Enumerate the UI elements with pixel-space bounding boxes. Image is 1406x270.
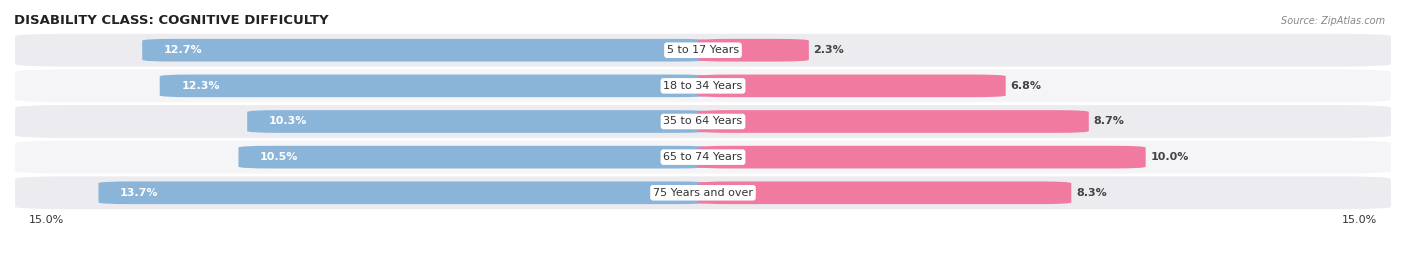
FancyBboxPatch shape [697,146,1146,168]
FancyBboxPatch shape [14,104,1392,139]
FancyBboxPatch shape [98,181,709,204]
FancyBboxPatch shape [247,110,709,133]
Text: 65 to 74 Years: 65 to 74 Years [664,152,742,162]
FancyBboxPatch shape [697,181,1071,204]
FancyBboxPatch shape [697,39,808,62]
Text: DISABILITY CLASS: COGNITIVE DIFFICULTY: DISABILITY CLASS: COGNITIVE DIFFICULTY [14,14,329,27]
Text: 8.3%: 8.3% [1076,188,1107,198]
FancyBboxPatch shape [160,75,709,97]
FancyBboxPatch shape [697,75,1005,97]
Text: 12.3%: 12.3% [181,81,219,91]
Text: 75 Years and over: 75 Years and over [652,188,754,198]
Text: 13.7%: 13.7% [120,188,159,198]
FancyBboxPatch shape [239,146,709,168]
FancyBboxPatch shape [14,68,1392,103]
Text: 18 to 34 Years: 18 to 34 Years [664,81,742,91]
Text: 2.3%: 2.3% [814,45,844,55]
FancyBboxPatch shape [14,140,1392,175]
FancyBboxPatch shape [142,39,709,62]
FancyBboxPatch shape [697,110,1088,133]
Text: 35 to 64 Years: 35 to 64 Years [664,116,742,127]
Text: 10.5%: 10.5% [260,152,298,162]
FancyBboxPatch shape [14,33,1392,68]
Text: 12.7%: 12.7% [165,45,202,55]
Text: 6.8%: 6.8% [1011,81,1042,91]
Text: 10.0%: 10.0% [1150,152,1188,162]
FancyBboxPatch shape [14,175,1392,210]
Text: 10.3%: 10.3% [269,116,308,127]
Text: Source: ZipAtlas.com: Source: ZipAtlas.com [1281,16,1385,26]
Text: 5 to 17 Years: 5 to 17 Years [666,45,740,55]
Text: 8.7%: 8.7% [1094,116,1125,127]
